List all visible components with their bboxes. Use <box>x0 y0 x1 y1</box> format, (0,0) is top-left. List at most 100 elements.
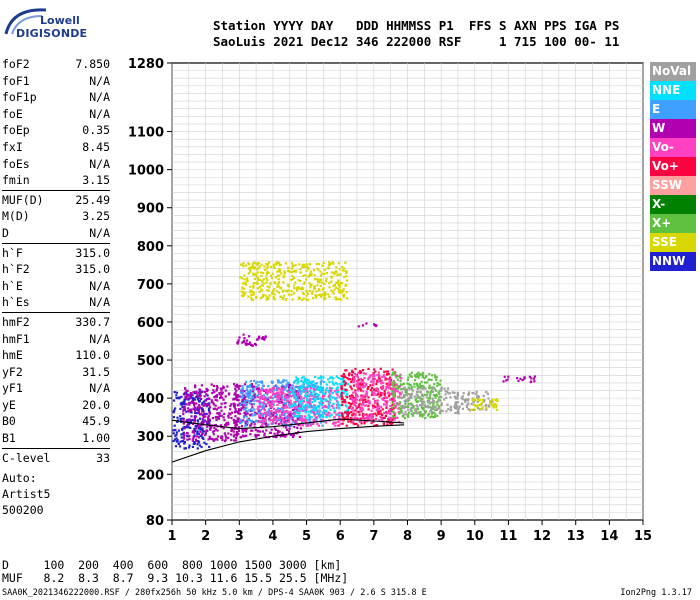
echo-point <box>372 382 375 385</box>
echo-point <box>301 417 304 420</box>
echo-point <box>277 418 280 421</box>
param-name: M(D) <box>2 209 30 224</box>
echo-point <box>405 391 408 395</box>
echo-point <box>306 405 310 409</box>
echo-point <box>279 269 282 272</box>
echo-point <box>340 282 343 285</box>
echo-point <box>349 385 352 388</box>
param-name: hmF1 <box>2 331 30 346</box>
echo-point <box>337 412 340 415</box>
echo-point <box>376 424 379 427</box>
echo-point <box>172 429 175 432</box>
echo-point <box>290 395 293 398</box>
echo-point <box>207 438 210 441</box>
echo-point <box>373 406 376 409</box>
echo-point <box>198 393 202 396</box>
echo-point <box>177 429 181 432</box>
echo-point <box>239 421 242 425</box>
echo-point <box>278 267 281 271</box>
echo-point <box>341 395 344 399</box>
echo-point <box>282 406 285 409</box>
echo-point <box>322 397 325 401</box>
echo-point <box>296 391 299 395</box>
echo-point <box>434 394 437 397</box>
echo-point <box>229 408 232 411</box>
auto-scaling-line2: Artist5 <box>2 487 51 502</box>
echo-point <box>283 402 286 405</box>
echo-point <box>431 410 434 414</box>
echo-point <box>401 396 404 399</box>
echo-point <box>320 389 323 392</box>
echo-point <box>470 402 473 405</box>
echo-point <box>261 414 265 417</box>
echo-point <box>316 422 319 426</box>
echo-point <box>330 387 333 390</box>
echo-point <box>273 267 276 270</box>
echo-point <box>320 294 324 297</box>
echo-point <box>252 388 255 391</box>
echo-point <box>323 394 326 398</box>
echo-point <box>321 401 324 404</box>
echo-point <box>246 418 249 421</box>
echo-point <box>393 413 396 416</box>
echo-point <box>407 396 410 400</box>
echo-point <box>278 401 282 404</box>
echo-point <box>227 436 230 440</box>
echo-point <box>438 410 442 413</box>
echo-point <box>212 403 216 406</box>
echo-point <box>342 293 345 296</box>
echo-point <box>176 416 179 419</box>
echo-point <box>290 290 293 293</box>
echo-point <box>472 403 476 406</box>
echo-point <box>319 383 323 386</box>
echo-point <box>390 417 393 420</box>
echo-point <box>324 392 327 396</box>
echo-point <box>192 435 195 438</box>
echo-point <box>180 433 183 436</box>
echo-point <box>467 391 471 394</box>
echo-point <box>336 420 339 423</box>
echo-point <box>373 400 377 403</box>
echo-point <box>330 275 333 278</box>
echo-point <box>400 377 403 380</box>
echo-point <box>239 391 243 394</box>
y-tick-label: 1280 <box>128 57 164 72</box>
echo-point <box>383 411 386 415</box>
echo-point <box>244 421 247 424</box>
echo-point <box>350 402 353 405</box>
echo-point <box>224 434 227 437</box>
echo-point <box>370 415 373 419</box>
echo-point <box>220 388 223 391</box>
echo-point <box>235 394 238 397</box>
echo-point <box>272 413 275 417</box>
echo-point <box>294 422 297 425</box>
echo-point <box>284 262 288 265</box>
echo-point <box>312 287 316 290</box>
echo-point <box>470 408 473 411</box>
echo-point <box>173 407 177 410</box>
echo-point <box>252 402 256 406</box>
echo-point <box>198 404 201 407</box>
echo-point <box>351 376 355 379</box>
echo-point <box>198 406 202 409</box>
echo-point <box>387 395 390 398</box>
echo-point <box>272 385 276 388</box>
echo-point <box>270 418 274 421</box>
echo-point <box>203 413 206 416</box>
echo-point <box>271 400 274 403</box>
echo-point <box>336 387 339 390</box>
echo-point <box>263 408 266 412</box>
echo-point <box>426 381 429 384</box>
echo-point <box>280 407 283 411</box>
echo-point <box>301 292 305 295</box>
echo-point <box>237 339 240 342</box>
echo-point <box>300 415 303 418</box>
echo-point <box>319 418 323 421</box>
echo-point <box>250 296 253 299</box>
echo-point <box>383 393 386 397</box>
echo-point <box>310 405 313 409</box>
echo-point <box>380 379 383 382</box>
echo-point <box>393 412 396 415</box>
auto-scaling-line3: 500200 <box>2 503 44 518</box>
echo-point <box>313 414 316 417</box>
